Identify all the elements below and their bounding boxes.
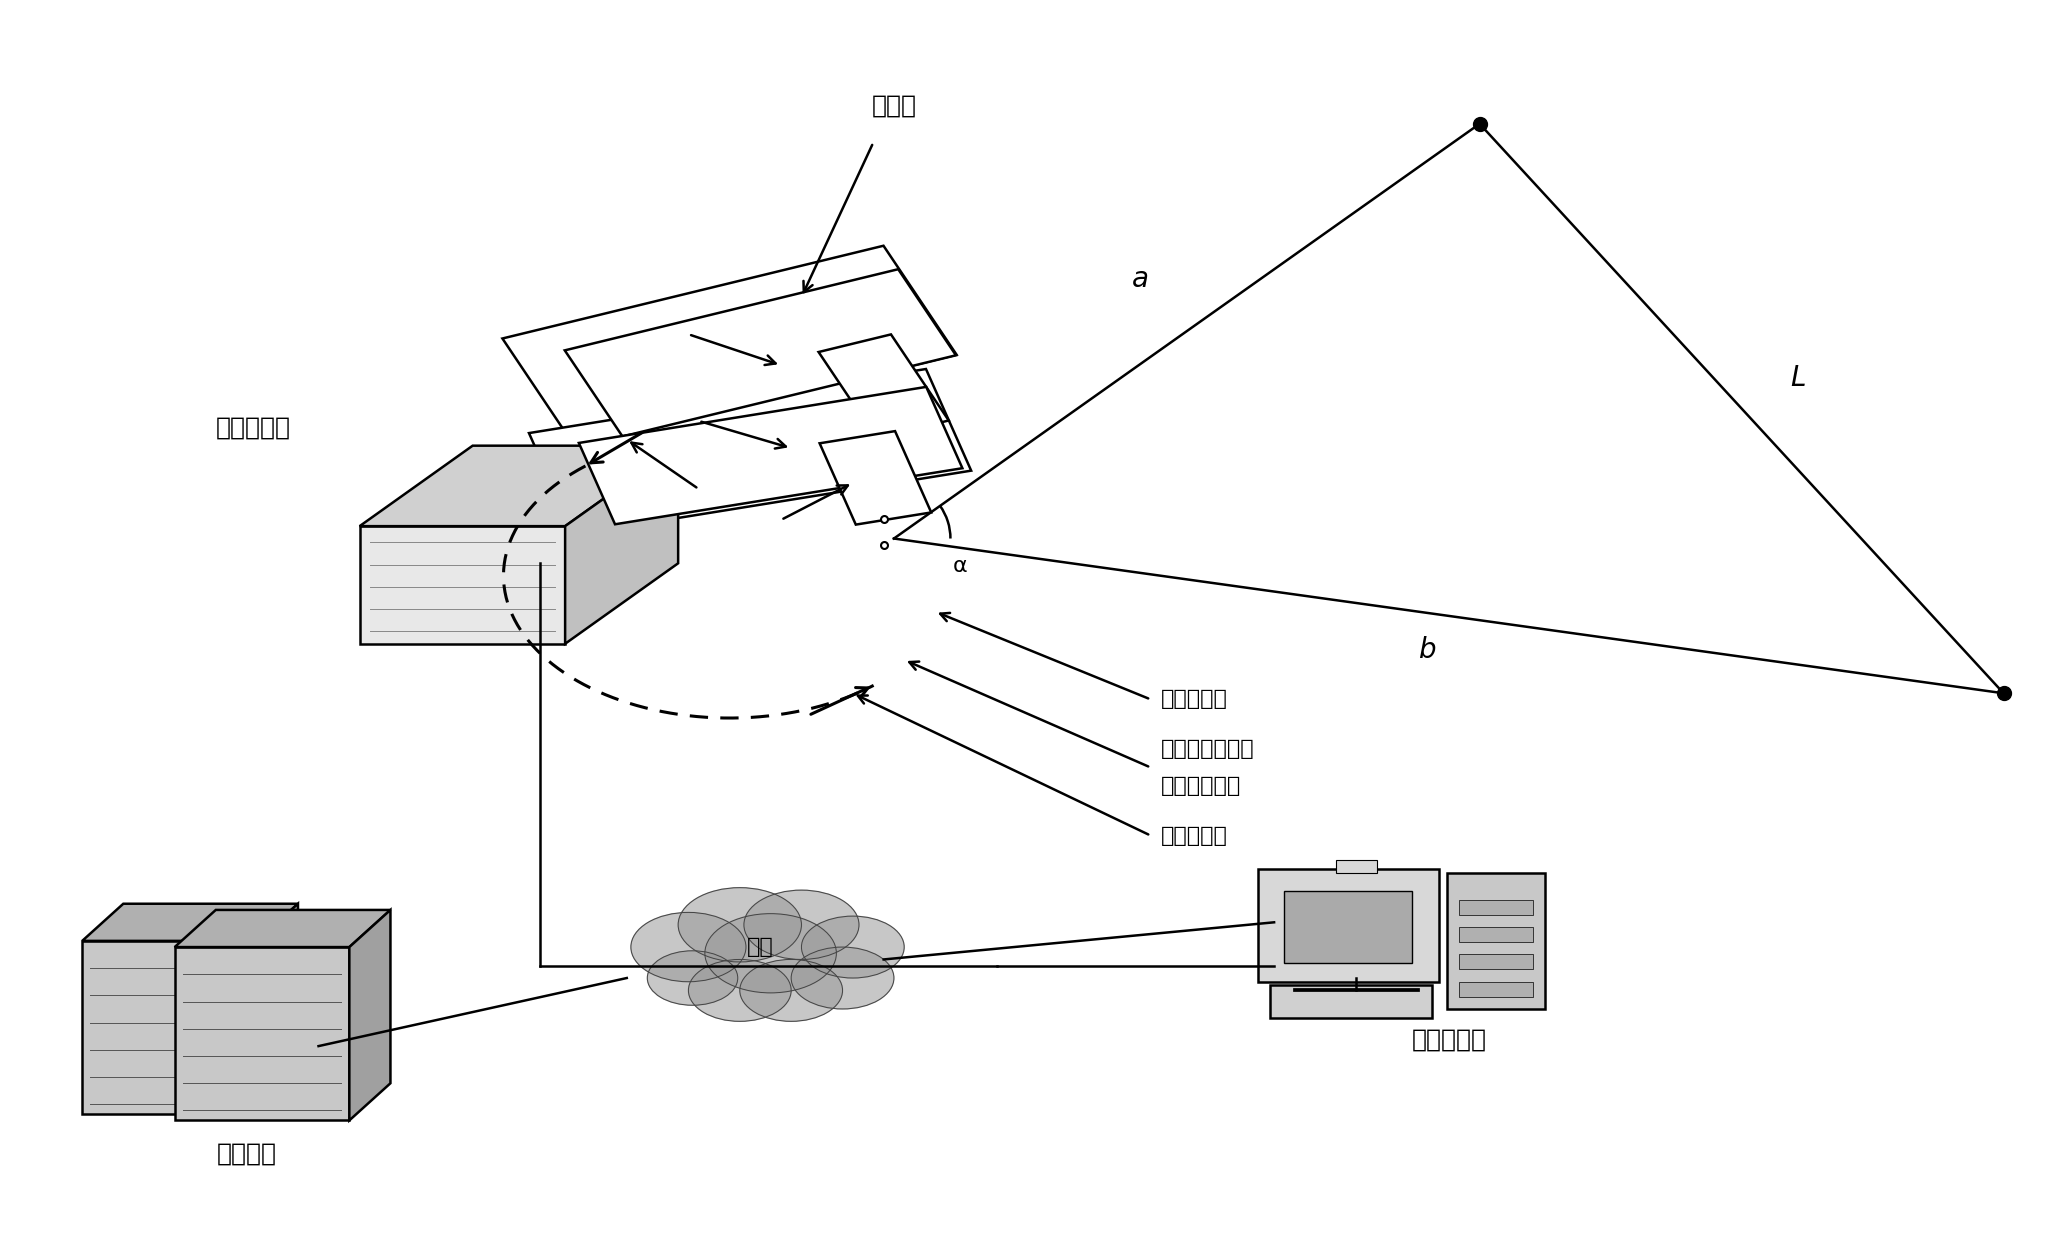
Polygon shape xyxy=(580,387,962,524)
Polygon shape xyxy=(360,446,678,526)
Text: 摄像机: 摄像机 xyxy=(871,93,917,118)
Polygon shape xyxy=(257,904,298,1114)
Text: 测距客户端: 测距客户端 xyxy=(1412,1028,1486,1052)
FancyBboxPatch shape xyxy=(1258,869,1438,982)
Bar xyxy=(1459,927,1533,942)
Text: 网络: 网络 xyxy=(746,937,775,957)
Text: 编解码模块: 编解码模块 xyxy=(216,415,290,439)
Text: 角度传感器: 角度传感器 xyxy=(1161,690,1229,709)
Text: 距传感器模组: 距传感器模组 xyxy=(1161,776,1241,796)
Polygon shape xyxy=(349,910,390,1120)
Polygon shape xyxy=(82,904,298,941)
Bar xyxy=(1459,900,1533,915)
Bar xyxy=(1459,954,1533,969)
Text: 中心平台: 中心平台 xyxy=(216,1141,277,1166)
Circle shape xyxy=(744,890,859,959)
Polygon shape xyxy=(82,941,257,1114)
FancyBboxPatch shape xyxy=(1270,985,1432,1018)
Circle shape xyxy=(801,916,904,978)
Circle shape xyxy=(791,947,894,1009)
Text: L: L xyxy=(1790,364,1806,391)
Polygon shape xyxy=(175,947,349,1120)
Bar xyxy=(1336,860,1377,873)
Bar xyxy=(1447,873,1545,1009)
Polygon shape xyxy=(501,245,958,448)
Circle shape xyxy=(688,959,791,1021)
Bar xyxy=(1284,891,1412,963)
Polygon shape xyxy=(175,910,390,947)
Polygon shape xyxy=(565,446,678,644)
Text: 高精度云台: 高精度云台 xyxy=(1161,826,1229,846)
Text: b: b xyxy=(1420,636,1436,664)
Circle shape xyxy=(740,959,843,1021)
Polygon shape xyxy=(565,269,956,437)
Polygon shape xyxy=(820,431,931,525)
Bar xyxy=(1459,982,1533,997)
Text: a: a xyxy=(1132,265,1149,292)
Polygon shape xyxy=(360,526,565,644)
Circle shape xyxy=(705,914,836,993)
Polygon shape xyxy=(528,369,972,535)
Text: 双光同轴激光测: 双光同轴激光测 xyxy=(1161,739,1256,759)
Polygon shape xyxy=(818,334,949,438)
Circle shape xyxy=(647,951,738,1005)
Text: α: α xyxy=(951,556,968,576)
Circle shape xyxy=(678,888,801,962)
Circle shape xyxy=(631,912,746,982)
